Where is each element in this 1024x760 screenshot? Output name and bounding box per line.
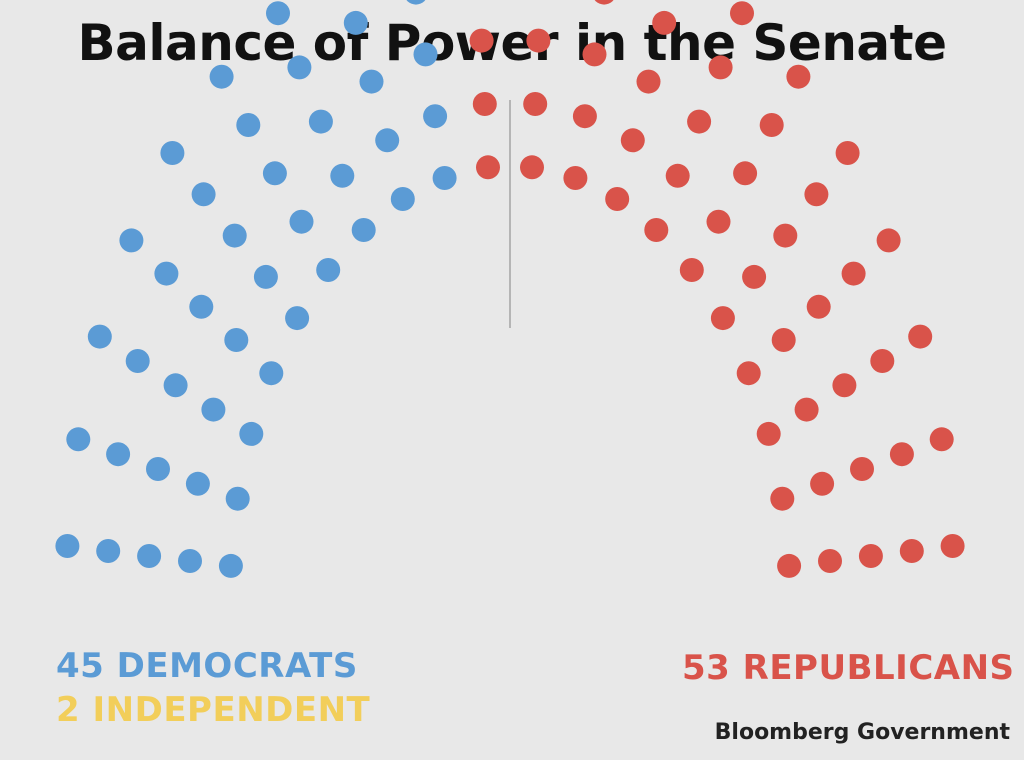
seat — [66, 427, 91, 452]
seat — [806, 294, 831, 319]
seat — [259, 361, 284, 386]
seat — [818, 549, 842, 573]
seat — [771, 328, 796, 352]
seat — [476, 155, 500, 180]
seat — [359, 69, 384, 94]
seat — [55, 534, 80, 558]
seat — [742, 264, 767, 289]
seat — [858, 544, 883, 568]
seat — [262, 161, 287, 186]
seat — [756, 421, 781, 446]
seat — [523, 92, 548, 116]
seat — [343, 10, 368, 35]
seat — [794, 397, 819, 422]
seat — [289, 209, 314, 234]
seat — [222, 223, 247, 248]
seat — [287, 55, 312, 80]
seat — [125, 349, 150, 373]
seat — [710, 306, 735, 331]
seat — [253, 264, 278, 289]
seat — [225, 486, 250, 511]
seat — [472, 92, 497, 116]
seat — [154, 261, 179, 286]
seat — [665, 163, 690, 188]
seat — [773, 223, 798, 248]
seat — [899, 539, 924, 563]
seat — [526, 28, 551, 53]
seat — [730, 1, 754, 26]
seat — [770, 486, 795, 511]
seat — [163, 373, 188, 398]
seat — [708, 55, 733, 80]
seat — [876, 228, 901, 253]
seat — [189, 294, 214, 319]
seat — [841, 261, 866, 286]
seat — [733, 161, 758, 186]
seat — [351, 218, 376, 242]
seat — [201, 397, 226, 422]
seat — [679, 258, 704, 282]
seat — [191, 182, 216, 207]
seats-group — [55, 0, 965, 578]
seat — [644, 218, 669, 242]
seat — [929, 427, 954, 452]
legend-republicans: 53 REPUBLICANS — [682, 648, 1015, 688]
seat — [706, 209, 731, 234]
seat — [469, 28, 494, 53]
seat — [146, 457, 170, 481]
seat — [218, 553, 243, 578]
seat — [236, 113, 261, 137]
source-credit: Bloomberg Government — [714, 720, 1010, 745]
seat — [308, 109, 333, 134]
seat — [224, 328, 249, 352]
seat — [687, 109, 712, 134]
seat — [432, 166, 457, 190]
seat — [804, 182, 829, 207]
seat — [777, 553, 802, 578]
seat — [520, 155, 544, 180]
seat — [620, 128, 645, 153]
seat — [563, 166, 588, 190]
seat — [832, 373, 857, 398]
legend-independent: 2 INDEPENDENT — [56, 690, 371, 730]
seat — [850, 457, 874, 481]
seat — [137, 544, 162, 568]
seat — [406, 0, 426, 5]
seat — [209, 64, 234, 89]
seat — [185, 471, 210, 496]
seat — [413, 42, 438, 67]
seat — [390, 187, 415, 211]
seat — [940, 534, 965, 558]
seat — [572, 104, 597, 129]
seat — [594, 0, 614, 5]
seat — [759, 113, 784, 137]
seat — [423, 104, 448, 129]
seat — [835, 141, 860, 165]
legend-democrats: 45 DEMOCRATS — [56, 646, 358, 686]
seat — [316, 258, 341, 282]
seat — [605, 187, 630, 211]
chart-title: Balance of Power in the Senate — [77, 14, 947, 72]
seat — [375, 128, 400, 153]
seat — [636, 69, 661, 94]
seat — [330, 163, 355, 188]
seat — [106, 442, 131, 467]
seat — [239, 421, 264, 446]
seat — [87, 324, 112, 349]
seat — [119, 228, 144, 253]
seat — [908, 324, 933, 349]
seat — [786, 64, 811, 89]
seat — [810, 471, 835, 496]
seat — [736, 361, 761, 386]
seat — [266, 1, 290, 26]
seat — [889, 442, 914, 467]
seat — [160, 141, 185, 165]
seat — [178, 549, 202, 573]
seat — [582, 42, 607, 67]
seat — [96, 539, 121, 563]
seat — [870, 349, 895, 373]
seat — [652, 10, 677, 35]
seat — [285, 306, 310, 331]
